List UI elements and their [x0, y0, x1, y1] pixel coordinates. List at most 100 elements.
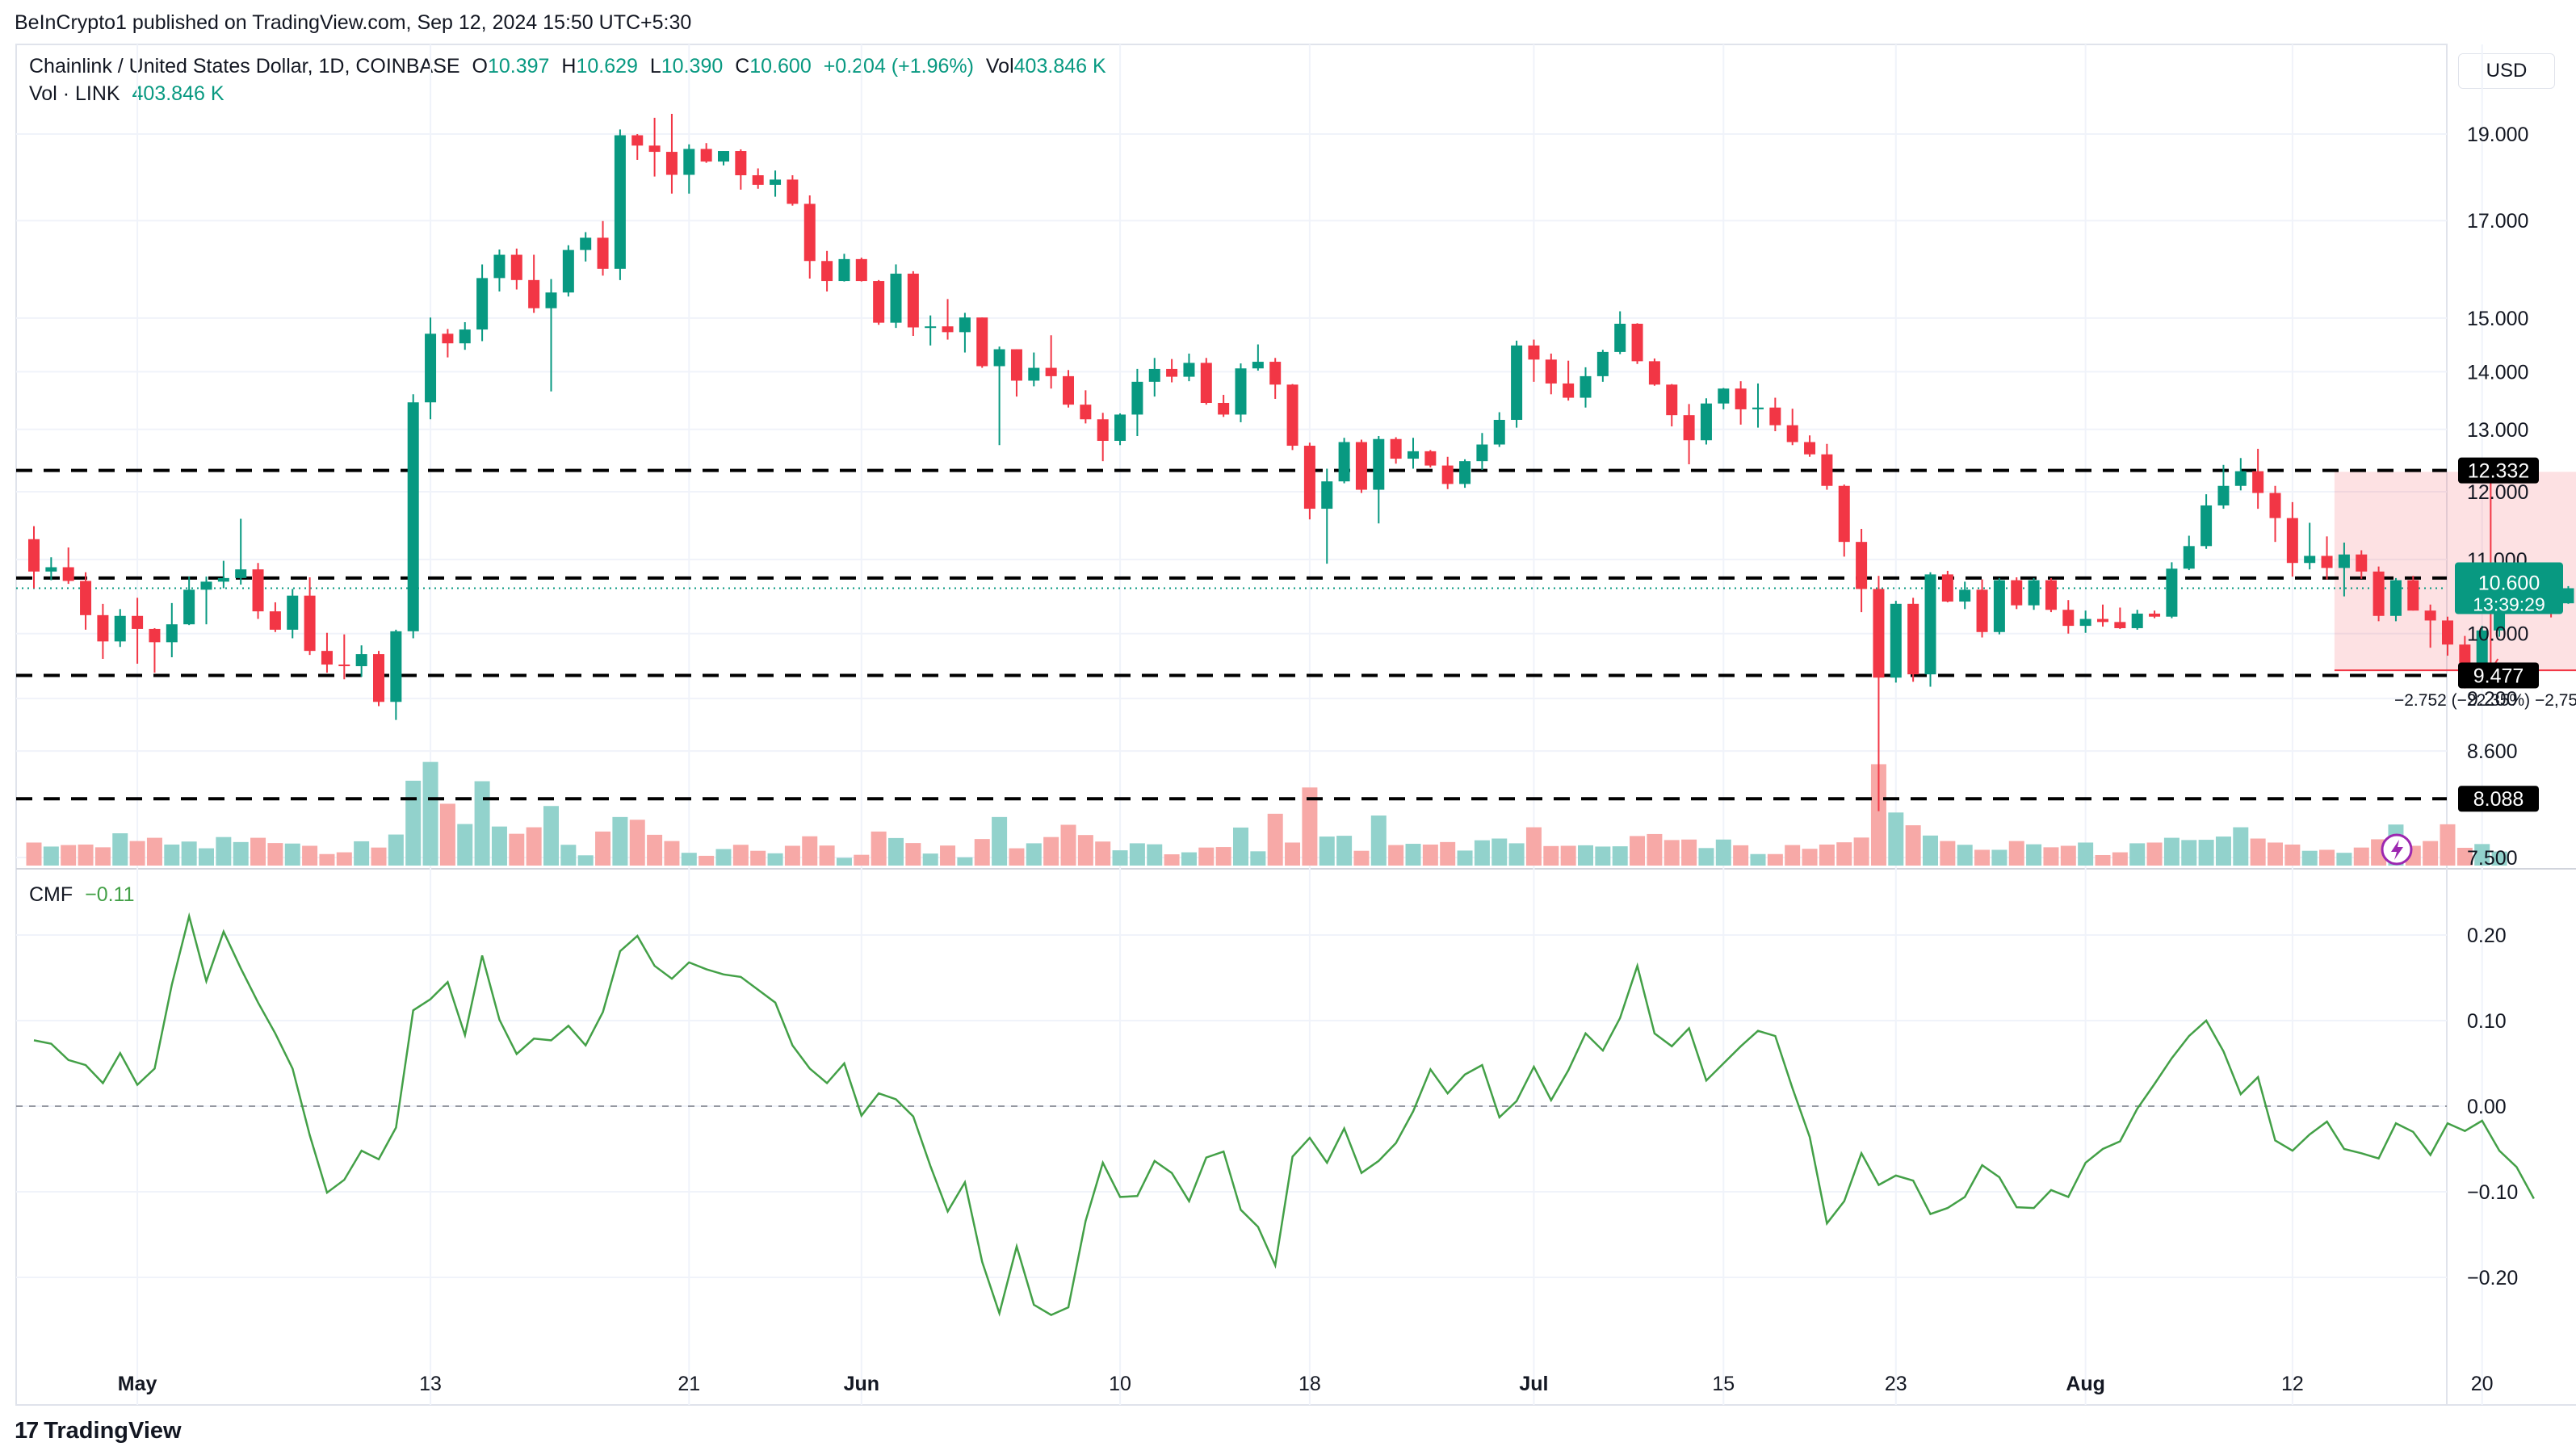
- close-label: C: [735, 55, 750, 78]
- candle-body: [1045, 367, 1057, 376]
- volume-bar: [1302, 787, 1318, 866]
- volume-bar: [474, 781, 490, 866]
- cmf-tick-label: 0.20: [2467, 925, 2507, 947]
- volume-bar: [2095, 854, 2111, 866]
- close-value: 10.600: [749, 55, 812, 78]
- candle-body: [1148, 368, 1160, 382]
- candle-body: [718, 151, 729, 162]
- volume-bar: [1508, 843, 1525, 866]
- candle-body: [1286, 384, 1298, 447]
- candle-body: [2234, 471, 2247, 486]
- candle-body: [2304, 556, 2316, 564]
- volume-bar: [802, 836, 818, 866]
- volume-bar: [1181, 852, 1197, 866]
- candle-body: [1114, 414, 1126, 441]
- tradingview-logo-icon: 17: [15, 1418, 39, 1444]
- candle-body: [390, 631, 402, 702]
- candle-body: [2097, 618, 2108, 623]
- candle-body: [1373, 438, 1385, 490]
- low-label: L: [649, 55, 661, 78]
- volume-bar: [1525, 827, 1542, 866]
- volume-bar: [2163, 837, 2180, 866]
- volume-bar: [2008, 841, 2024, 866]
- candle-body: [597, 237, 609, 269]
- volume-bar: [2423, 841, 2439, 866]
- volume-bar: [1060, 824, 1076, 866]
- currency-button[interactable]: USD: [2458, 53, 2555, 89]
- candle-body: [1028, 367, 1040, 381]
- candle-body: [631, 135, 644, 146]
- candle-body: [2562, 588, 2574, 604]
- volume-bar: [1715, 839, 1731, 866]
- volume-bar: [2060, 845, 2076, 866]
- candle-body: [1441, 465, 1454, 484]
- candle-body: [1700, 403, 1712, 441]
- volume-bar: [2440, 824, 2456, 866]
- high-label: H: [561, 55, 577, 78]
- x-tick-label: 15: [1712, 1373, 1735, 1395]
- y-tick-label: 14.000: [2467, 361, 2528, 384]
- candle-body: [1856, 542, 1868, 589]
- candle-body: [1303, 446, 1315, 509]
- volume-bar: [43, 846, 59, 866]
- candle-body: [993, 349, 1005, 367]
- volume-bar: [543, 806, 559, 866]
- volume-bar: [2319, 849, 2335, 866]
- candle-body: [683, 149, 695, 175]
- candle-body: [1769, 407, 1781, 426]
- candle-body: [1596, 351, 1609, 376]
- volume-bar: [1370, 816, 1387, 866]
- volume-bar: [1957, 845, 1973, 866]
- candle-body: [528, 279, 540, 308]
- volume-bar: [1888, 812, 1904, 866]
- x-tick-label: Jul: [1519, 1373, 1548, 1395]
- candle-body: [1683, 415, 1695, 441]
- volume-bar: [612, 816, 628, 866]
- volume-bar: [1923, 835, 1938, 866]
- volume-bar: [577, 855, 594, 866]
- candle-body: [1873, 589, 1885, 678]
- volume-bar: [1785, 845, 1801, 866]
- volume-bar: [1164, 854, 1180, 866]
- volume-bar: [1681, 839, 1697, 866]
- candle-body: [614, 135, 626, 269]
- open-value: 10.397: [487, 55, 550, 78]
- y-tick-label: 17.000: [2467, 210, 2528, 233]
- axes: 19.00017.00015.00014.00013.00012.00011.0…: [118, 124, 2563, 1395]
- cmf-tick-label: −0.20: [2467, 1267, 2518, 1289]
- volume-legend: Vol · LINK 403.846 K: [29, 82, 231, 106]
- y-tick-label: 7.500: [2467, 847, 2518, 870]
- tradingview-logo[interactable]: 17 TradingView: [15, 1418, 182, 1445]
- volume-bar: [1440, 841, 1456, 866]
- volume-bar: [1474, 840, 1490, 866]
- volume-bar: [922, 853, 938, 866]
- candle-body: [1321, 481, 1333, 509]
- volume-bar: [526, 827, 542, 866]
- candle-body: [1907, 603, 1919, 675]
- volume-bar: [767, 853, 783, 866]
- candle-body: [580, 237, 592, 250]
- candle-body: [1563, 383, 1575, 398]
- candle-body: [1476, 444, 1488, 462]
- volume-bar: [699, 855, 715, 866]
- candle-body: [1269, 362, 1282, 385]
- candle-body: [2494, 610, 2506, 631]
- volume-bar: [319, 853, 335, 866]
- candle-body: [1459, 461, 1471, 484]
- cmf-tick-label: 0.10: [2467, 1010, 2507, 1033]
- candle-body: [890, 273, 902, 323]
- volume-bar: [422, 761, 438, 866]
- candle-body: [338, 665, 350, 667]
- candle-body: [2424, 610, 2436, 621]
- volume-bar: [1905, 825, 1921, 866]
- candle-body: [1528, 345, 1540, 360]
- candle-body: [1735, 388, 1747, 409]
- cmf-label: CMF: [29, 883, 73, 906]
- y-tick-label: 8.600: [2467, 740, 2518, 763]
- volume-bar: [1129, 843, 1145, 866]
- volume-bar: [1319, 837, 1335, 866]
- candle-body: [28, 539, 40, 572]
- volume-bar: [1698, 848, 1714, 866]
- volume-bar: [784, 845, 800, 866]
